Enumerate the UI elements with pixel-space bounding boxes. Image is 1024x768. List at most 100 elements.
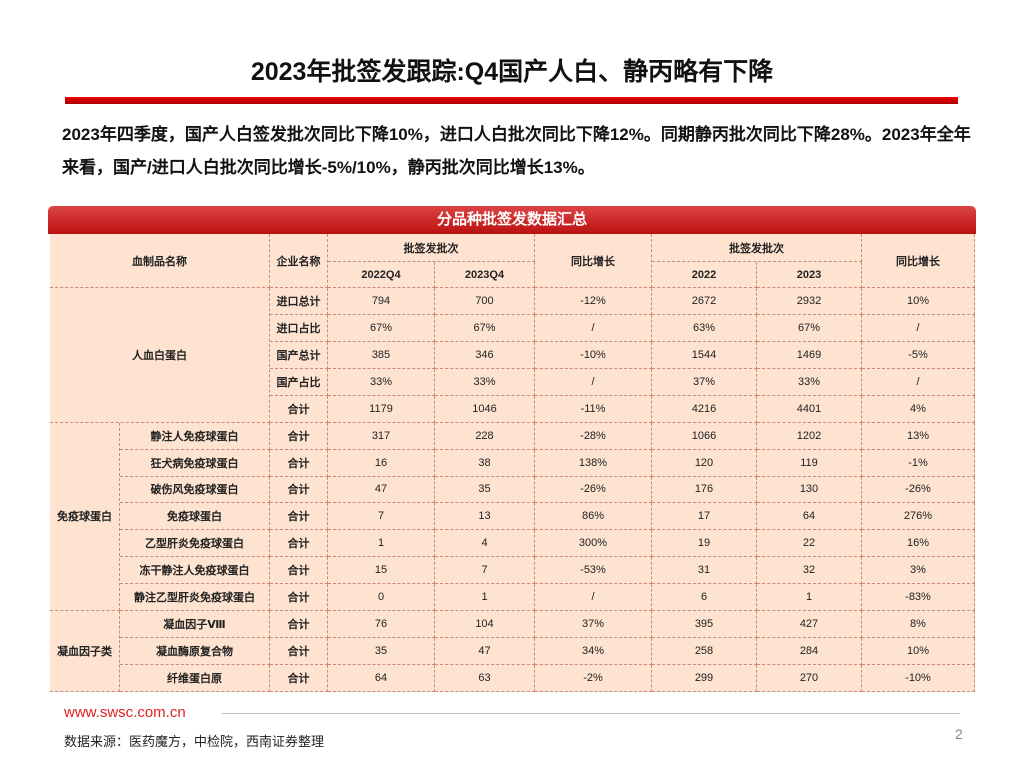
data-cell: -26% (862, 476, 975, 504)
data-cell: 64 (757, 503, 862, 531)
product-cell: 冻干静注人免疫球蛋白 (120, 557, 270, 585)
data-cell: 299 (652, 665, 757, 692)
company-cell: 合计 (270, 395, 328, 423)
product-cell: 免疫球蛋白 (120, 503, 270, 531)
data-cell: 31 (652, 557, 757, 585)
header-cell: 2022Q4 (328, 262, 435, 288)
page-number: 2 (955, 726, 963, 742)
header-cell: 血制品名称 (50, 234, 270, 288)
data-cell: 2932 (757, 288, 862, 315)
company-cell: 合计 (270, 449, 328, 477)
data-cell: 67% (435, 314, 535, 342)
data-cell: 19 (652, 530, 757, 558)
data-cell: 7 (328, 503, 435, 531)
company-cell: 合计 (270, 611, 328, 639)
data-cell: 130 (757, 476, 862, 504)
product-cell: 凝血酶原复合物 (120, 638, 270, 666)
data-cell: 700 (435, 288, 535, 315)
data-cell: 104 (435, 611, 535, 639)
data-cell: 276% (862, 503, 975, 531)
data-cell: -11% (535, 395, 652, 423)
header-cell: 2023 (757, 262, 862, 288)
data-cell: 10% (862, 638, 975, 666)
data-cell: 38 (435, 449, 535, 477)
data-cell: 228 (435, 422, 535, 450)
data-cell: 76 (328, 611, 435, 639)
website: www.swsc.com.cn (64, 704, 186, 721)
data-cell: 0 (328, 584, 435, 612)
group-cell: 人血白蛋白 (50, 288, 270, 423)
header-cell: 批签发批次 (652, 234, 862, 262)
product-cell: 狂犬病免疫球蛋白 (120, 449, 270, 477)
data-cell: 22 (757, 530, 862, 558)
data-cell: 33% (328, 368, 435, 396)
company-cell: 合计 (270, 584, 328, 612)
data-cell: 67% (757, 314, 862, 342)
data-cell: 35 (328, 638, 435, 666)
data-cell: 119 (757, 449, 862, 477)
data-cell: / (535, 584, 652, 612)
data-cell: 2672 (652, 288, 757, 315)
data-cell: 63% (652, 314, 757, 342)
data-cell: / (862, 368, 975, 396)
data-cell: 34% (535, 638, 652, 666)
data-cell: -10% (535, 341, 652, 369)
data-cell: 427 (757, 611, 862, 639)
data-cell: 300% (535, 530, 652, 558)
data-cell: -2% (535, 665, 652, 692)
company-cell: 合计 (270, 422, 328, 450)
data-cell: 33% (757, 368, 862, 396)
data-cell: 794 (328, 288, 435, 315)
data-cell: -53% (535, 557, 652, 585)
header-cell: 同比增长 (535, 234, 652, 288)
data-cell: 32 (757, 557, 862, 585)
data-cell: 1469 (757, 341, 862, 369)
data-cell: 47 (435, 638, 535, 666)
data-cell: 6 (652, 584, 757, 612)
data-cell: -5% (862, 341, 975, 369)
data-cell: 284 (757, 638, 862, 666)
data-cell: 13 (435, 503, 535, 531)
company-cell: 合计 (270, 476, 328, 504)
product-cell: 纤维蛋白原 (120, 665, 270, 692)
product-cell: 乙型肝炎免疫球蛋白 (120, 530, 270, 558)
data-cell: / (862, 314, 975, 342)
data-cell: 47 (328, 476, 435, 504)
company-cell: 国产总计 (270, 341, 328, 369)
data-cell: -12% (535, 288, 652, 315)
data-cell: 4 (435, 530, 535, 558)
product-cell: 静注乙型肝炎免疫球蛋白 (120, 584, 270, 612)
data-cell: 17 (652, 503, 757, 531)
data-cell: 63 (435, 665, 535, 692)
data-cell: 1202 (757, 422, 862, 450)
footer-line (222, 713, 960, 714)
company-cell: 合计 (270, 665, 328, 692)
data-cell: 4216 (652, 395, 757, 423)
data-cell: 33% (435, 368, 535, 396)
title: 2023年批签发跟踪:Q4国产人白、静丙略有下降 (250, 58, 774, 86)
data-cell: 1 (328, 530, 435, 558)
data-cell: 270 (757, 665, 862, 692)
header-cell: 2023Q4 (435, 262, 535, 288)
company-cell: 合计 (270, 530, 328, 558)
data-cell: 1179 (328, 395, 435, 423)
company-cell: 合计 (270, 638, 328, 666)
data-cell: 1 (757, 584, 862, 612)
data-cell: -28% (535, 422, 652, 450)
data-cell: 67% (328, 314, 435, 342)
header-cell: 批签发批次 (328, 234, 535, 262)
company-cell: 国产占比 (270, 368, 328, 396)
data-cell: 86% (535, 503, 652, 531)
data-cell: 64 (328, 665, 435, 692)
data-cell: 176 (652, 476, 757, 504)
company-cell: 合计 (270, 557, 328, 585)
summary: 2023年四季度，国产人白签发批次同比下降10%，进口人白批次同比下降12%。同… (62, 125, 971, 177)
data-cell: 3% (862, 557, 975, 585)
product-cell: 破伤风免疫球蛋白 (120, 476, 270, 504)
data-cell: 258 (652, 638, 757, 666)
data-cell: 1066 (652, 422, 757, 450)
data-cell: 1544 (652, 341, 757, 369)
table-caption: 分品种批签发数据汇总 (48, 206, 976, 234)
data-cell: 15 (328, 557, 435, 585)
